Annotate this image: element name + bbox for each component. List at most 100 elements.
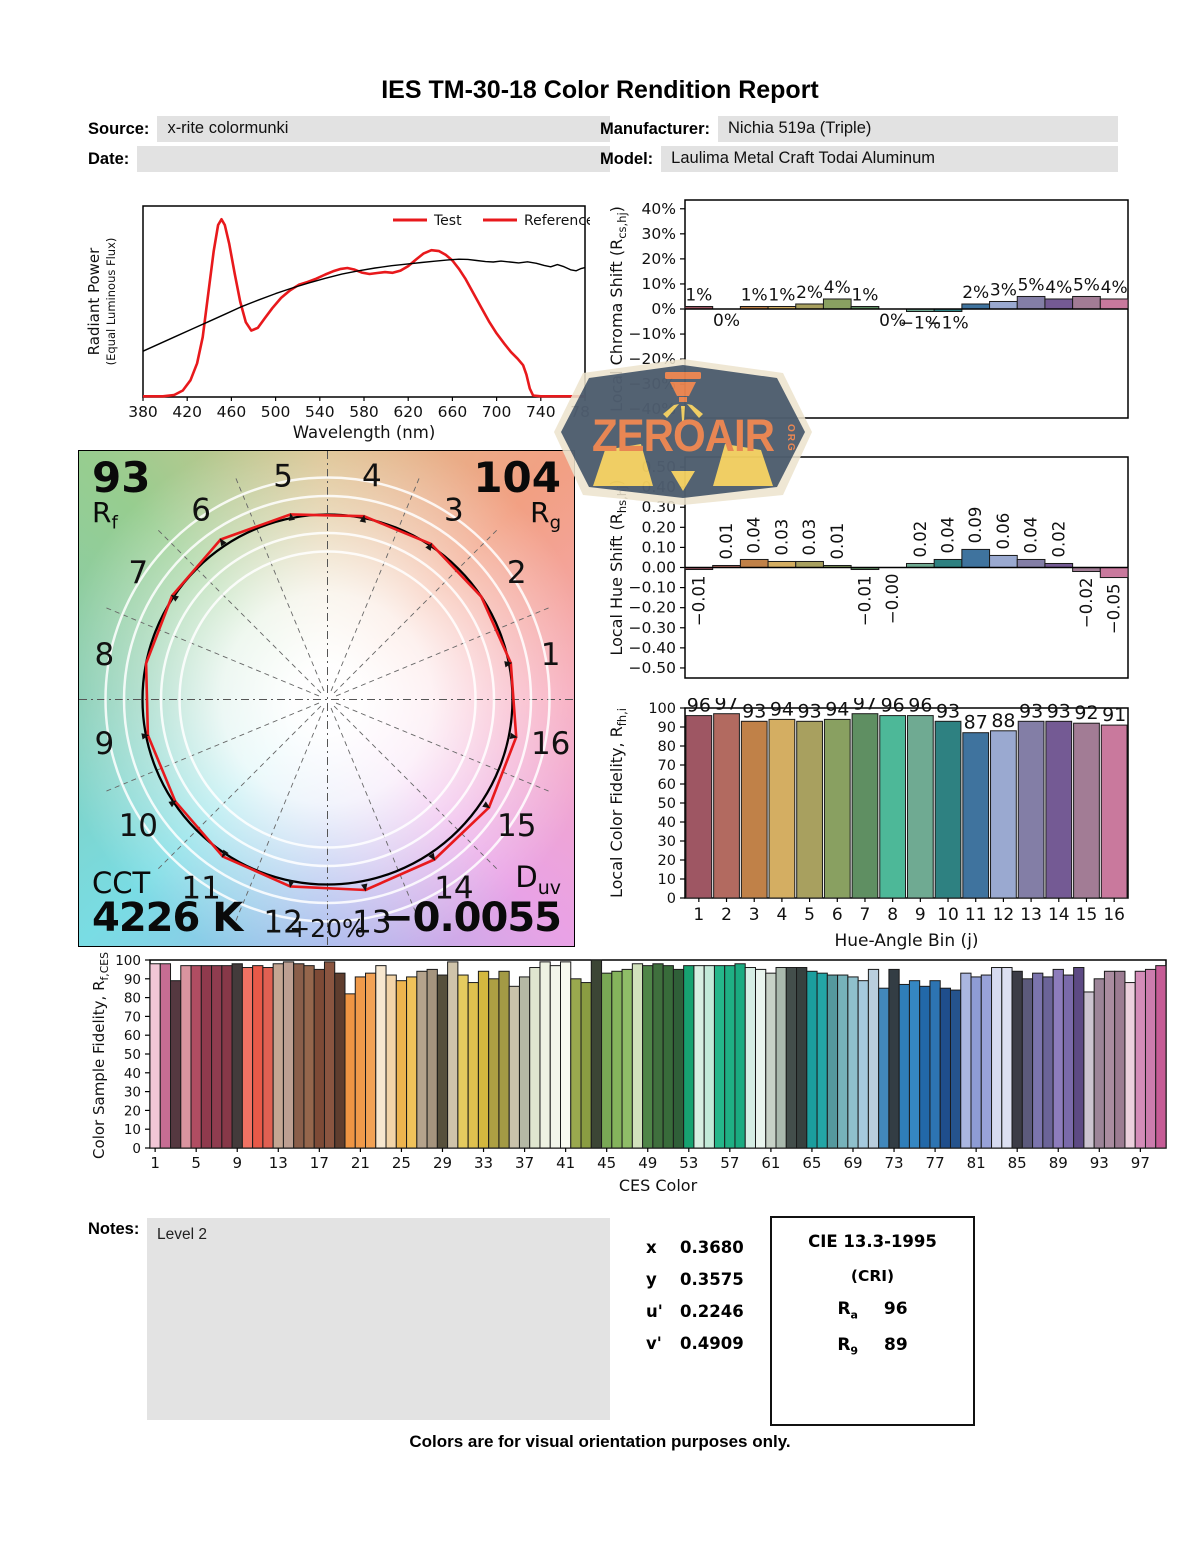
svg-text:17: 17 bbox=[310, 1154, 329, 1172]
chromaticity-v-row: v' 0.4909 bbox=[646, 1334, 744, 1353]
rg-value: 104 bbox=[473, 453, 561, 502]
svg-text:40%: 40% bbox=[642, 200, 676, 218]
svg-text:0.01: 0.01 bbox=[828, 523, 847, 560]
bar bbox=[934, 720, 962, 899]
bar bbox=[498, 970, 510, 1149]
svg-text:2%: 2% bbox=[796, 283, 823, 303]
svg-text:Wavelength (nm): Wavelength (nm) bbox=[293, 423, 436, 442]
bar bbox=[231, 963, 243, 1149]
svg-text:6: 6 bbox=[832, 905, 843, 925]
svg-text:11: 11 bbox=[965, 905, 987, 925]
svg-text:4: 4 bbox=[776, 905, 787, 925]
svg-text:CES Color: CES Color bbox=[619, 1176, 698, 1195]
svg-text:8: 8 bbox=[887, 905, 898, 925]
svg-text:49: 49 bbox=[638, 1154, 657, 1172]
svg-text:0%: 0% bbox=[879, 311, 906, 331]
svg-text:77: 77 bbox=[926, 1154, 945, 1172]
bar bbox=[962, 732, 990, 899]
bar bbox=[961, 303, 991, 310]
zeroair-badge-graphic bbox=[554, 359, 812, 505]
svg-text:0%: 0% bbox=[651, 300, 676, 318]
svg-text:620: 620 bbox=[393, 403, 423, 421]
bar bbox=[642, 965, 654, 1149]
svg-text:93: 93 bbox=[1019, 700, 1043, 722]
svg-text:93: 93 bbox=[936, 700, 960, 722]
bar bbox=[795, 560, 824, 568]
hue-bin-number: 7 bbox=[128, 555, 148, 591]
cri-box: CIE 13.3-1995 (CRI) Ra 96 R9 89 bbox=[770, 1216, 975, 1426]
svg-text:13: 13 bbox=[269, 1154, 288, 1172]
bar bbox=[1155, 965, 1167, 1149]
zeroair-org-text: ORG bbox=[785, 424, 796, 453]
svg-text:660: 660 bbox=[438, 403, 468, 421]
svg-text:93: 93 bbox=[798, 700, 822, 722]
bar bbox=[272, 963, 284, 1149]
svg-text:4%: 4% bbox=[824, 278, 851, 298]
bar bbox=[823, 718, 851, 899]
svg-text:−0.00: −0.00 bbox=[883, 574, 902, 625]
bar bbox=[739, 558, 769, 569]
svg-text:460: 460 bbox=[217, 403, 247, 421]
bar bbox=[518, 976, 531, 1149]
svg-text:−0.05: −0.05 bbox=[1105, 584, 1124, 635]
svg-text:−0.30: −0.30 bbox=[629, 619, 677, 637]
svg-text:37: 37 bbox=[515, 1154, 534, 1172]
svg-text:40: 40 bbox=[658, 815, 676, 831]
notes-field[interactable]: Level 2 bbox=[147, 1218, 610, 1420]
cri-ra-row: Ra 96 bbox=[837, 1299, 908, 1322]
duv-block: Duv −0.0055 bbox=[380, 863, 562, 938]
bar bbox=[590, 959, 603, 1149]
svg-text:97: 97 bbox=[1131, 1154, 1150, 1172]
bar bbox=[693, 965, 705, 1149]
source-label: Source: bbox=[88, 119, 150, 138]
bar bbox=[570, 978, 582, 1149]
bar bbox=[822, 298, 852, 310]
bar bbox=[149, 963, 161, 1149]
bar bbox=[906, 715, 934, 899]
bar bbox=[539, 961, 551, 1149]
svg-text:90: 90 bbox=[124, 972, 141, 988]
bar bbox=[180, 965, 192, 1149]
bar bbox=[898, 983, 910, 1149]
svg-text:94: 94 bbox=[770, 698, 794, 720]
bar bbox=[908, 980, 921, 1149]
svg-text:740: 740 bbox=[526, 403, 556, 421]
chromaticity-values: x 0.3680 y 0.3575 u' 0.2246 v' 0.4909 bbox=[646, 1238, 766, 1366]
svg-text:57: 57 bbox=[720, 1154, 739, 1172]
svg-text:70: 70 bbox=[124, 1009, 141, 1025]
svg-text:0: 0 bbox=[132, 1141, 141, 1157]
svg-text:87: 87 bbox=[964, 712, 988, 734]
svg-text:41: 41 bbox=[556, 1154, 575, 1172]
hue-bin-number: 16 bbox=[531, 726, 570, 762]
svg-text:−1%: −1% bbox=[927, 314, 968, 334]
svg-text:Radiant Power: Radiant Power bbox=[85, 247, 103, 356]
svg-text:0.03: 0.03 bbox=[800, 519, 819, 556]
svg-text:+20%: +20% bbox=[289, 914, 366, 943]
svg-text:3: 3 bbox=[749, 905, 760, 925]
hue-bin-number: 15 bbox=[497, 808, 536, 844]
hue-bin-number: 8 bbox=[94, 637, 114, 673]
svg-text:70: 70 bbox=[658, 758, 676, 774]
bar bbox=[252, 965, 264, 1149]
bar bbox=[529, 967, 541, 1149]
svg-text:5: 5 bbox=[191, 1154, 201, 1172]
bar bbox=[1045, 720, 1073, 899]
bar bbox=[313, 968, 325, 1149]
bar bbox=[919, 985, 931, 1149]
svg-text:Local Color Fidelity, Rfh,i: Local Color Fidelity, Rfh,i bbox=[607, 708, 629, 898]
bar bbox=[611, 970, 623, 1149]
hue-bin-number: 4 bbox=[362, 458, 382, 494]
cri-r9-row: R9 89 bbox=[837, 1335, 908, 1358]
svg-text:30: 30 bbox=[124, 1085, 141, 1101]
svg-text:93: 93 bbox=[1090, 1154, 1109, 1172]
bar bbox=[785, 967, 798, 1149]
hue-bin-number: 13 bbox=[352, 905, 391, 941]
svg-text:0.20: 0.20 bbox=[641, 518, 676, 536]
bar bbox=[426, 968, 438, 1149]
cct-block: CCT 4226 K bbox=[92, 869, 243, 939]
bar bbox=[190, 965, 202, 1149]
spectral-power-distribution-chart: 380420460500540580620660700740780Wavelen… bbox=[85, 192, 600, 447]
bar bbox=[806, 970, 818, 1149]
manufacturer-value-field: Nichia 519a (Triple) bbox=[718, 116, 1118, 142]
